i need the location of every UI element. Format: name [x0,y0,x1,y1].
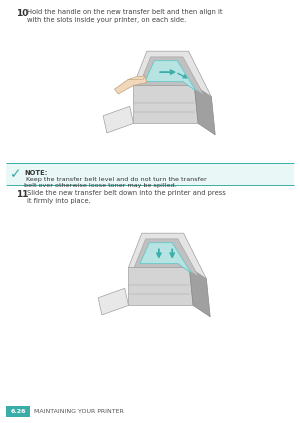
Text: ✓: ✓ [10,167,22,181]
Polygon shape [194,85,215,135]
Polygon shape [139,57,204,95]
Text: NOTE:: NOTE: [24,170,47,176]
Polygon shape [134,51,212,97]
Text: Hold the handle on the new transfer belt and then align it
with the slots inside: Hold the handle on the new transfer belt… [27,9,223,23]
FancyBboxPatch shape [6,406,30,417]
Polygon shape [140,243,191,273]
Polygon shape [134,239,199,277]
Text: Slide the new transfer belt down into the printer and press
it firmly into place: Slide the new transfer belt down into th… [27,190,226,204]
Text: Keep the transfer belt level and do not turn the transfer
belt over otherwise lo: Keep the transfer belt level and do not … [24,176,207,188]
Polygon shape [134,85,198,124]
Polygon shape [98,288,128,315]
Polygon shape [128,267,193,305]
Polygon shape [128,76,145,80]
Text: MAINTAINING YOUR PRINTER: MAINTAINING YOUR PRINTER [34,409,124,414]
Polygon shape [128,233,206,279]
Text: 6.26: 6.26 [10,409,26,414]
Polygon shape [115,76,147,94]
Polygon shape [145,60,196,91]
FancyBboxPatch shape [6,163,294,185]
Text: 10: 10 [16,9,28,18]
Text: 11: 11 [16,190,28,199]
Polygon shape [103,106,134,133]
Polygon shape [189,267,210,317]
